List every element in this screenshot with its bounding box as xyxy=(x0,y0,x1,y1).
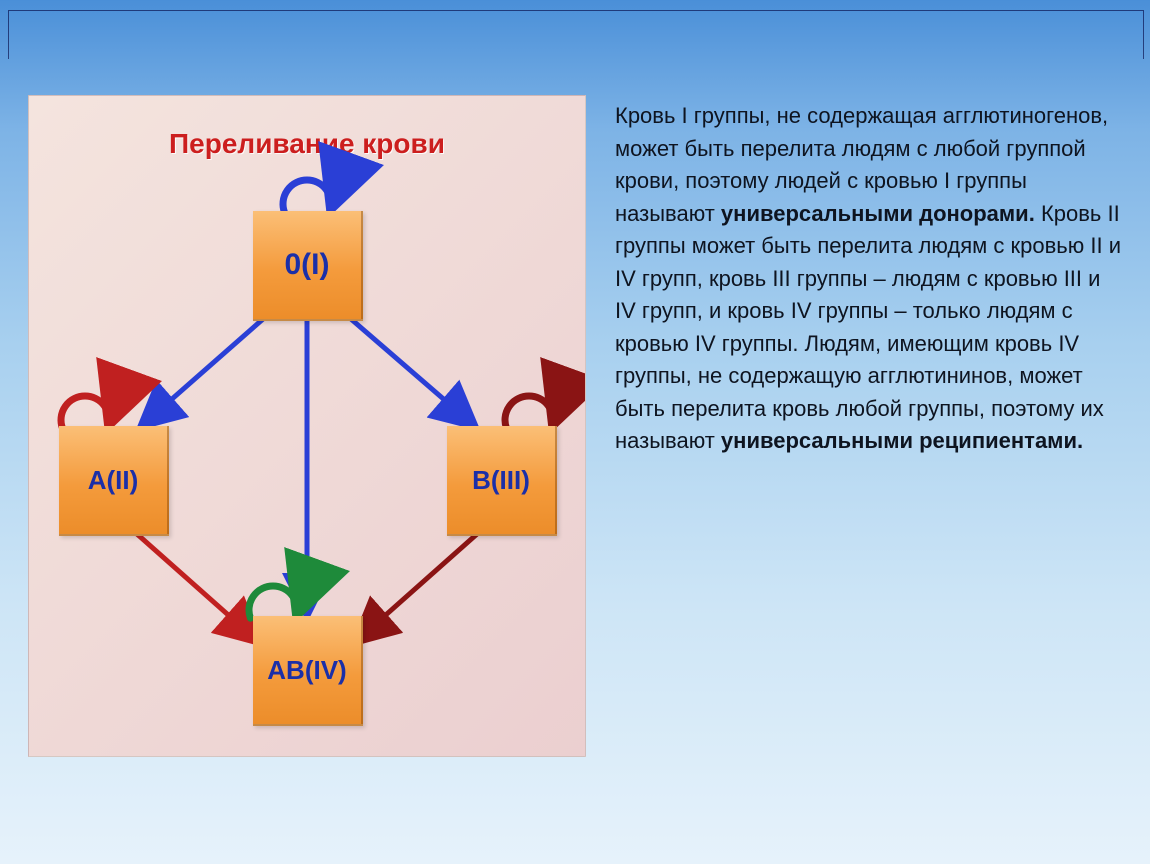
self-arc-B xyxy=(505,396,553,428)
node-AB-label: AB(IV) xyxy=(267,655,346,686)
description-text: Кровь I группы, не содержащая агглютиног… xyxy=(615,100,1125,458)
arrow-O-A xyxy=(139,319,263,428)
text-bold1: универсальными донорами. xyxy=(721,201,1035,226)
diagram-panel: Переливание крови 0(I) A(II) B(I xyxy=(28,95,586,757)
node-O-label: 0(I) xyxy=(285,248,330,282)
node-AB: AB(IV) xyxy=(253,616,363,726)
node-B: B(III) xyxy=(447,426,557,536)
text-seg2: Кровь II группы может быть перелита людя… xyxy=(615,201,1121,454)
self-arc-O xyxy=(283,180,331,212)
arrow-B-AB xyxy=(353,534,477,644)
node-A-label: A(II) xyxy=(88,465,139,496)
node-O: 0(I) xyxy=(253,211,363,321)
text-bold2: универсальными реципиентами. xyxy=(721,428,1083,453)
arrow-O-B xyxy=(351,319,477,428)
node-B-label: B(III) xyxy=(472,465,530,496)
frame-border xyxy=(8,10,1144,59)
self-arc-A xyxy=(61,396,109,428)
self-arc-AB xyxy=(249,586,297,618)
node-A: A(II) xyxy=(59,426,169,536)
slide: Переливание крови 0(I) A(II) B(I xyxy=(0,0,1150,864)
arrow-A-AB xyxy=(137,534,261,644)
